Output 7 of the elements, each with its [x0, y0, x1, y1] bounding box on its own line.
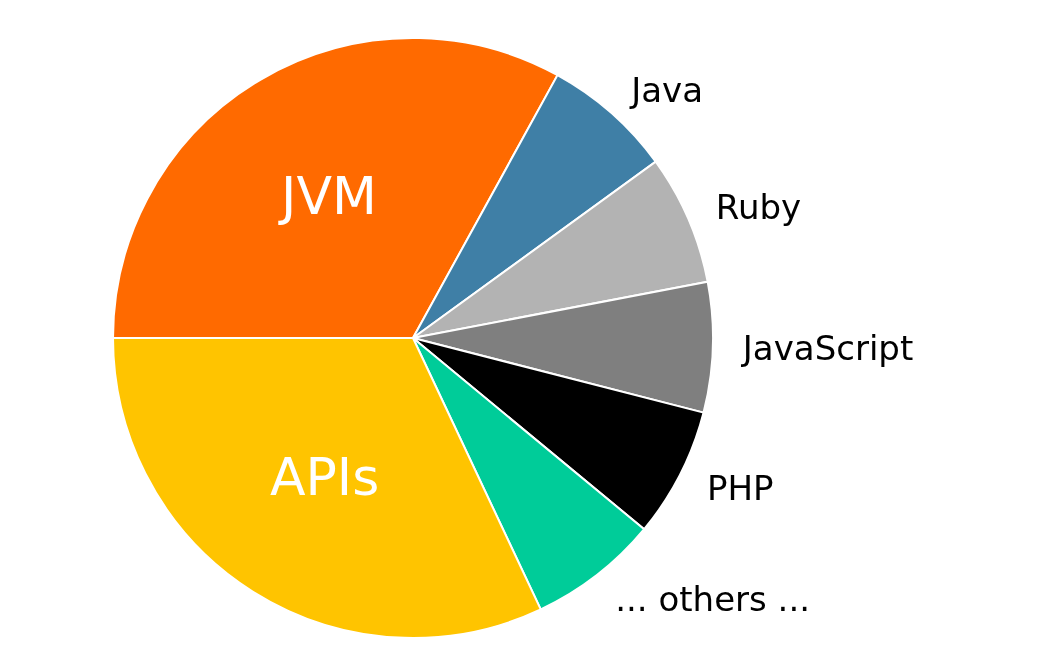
slice-label: JVM [278, 165, 377, 226]
slice-label: Java [629, 70, 704, 111]
slice-label: PHP [707, 467, 774, 508]
slice-label: APIs [269, 447, 380, 508]
slice-label: Ruby [715, 186, 802, 227]
slice-label: JavaScript [740, 328, 914, 369]
slice-label: ... others ... [615, 578, 811, 619]
